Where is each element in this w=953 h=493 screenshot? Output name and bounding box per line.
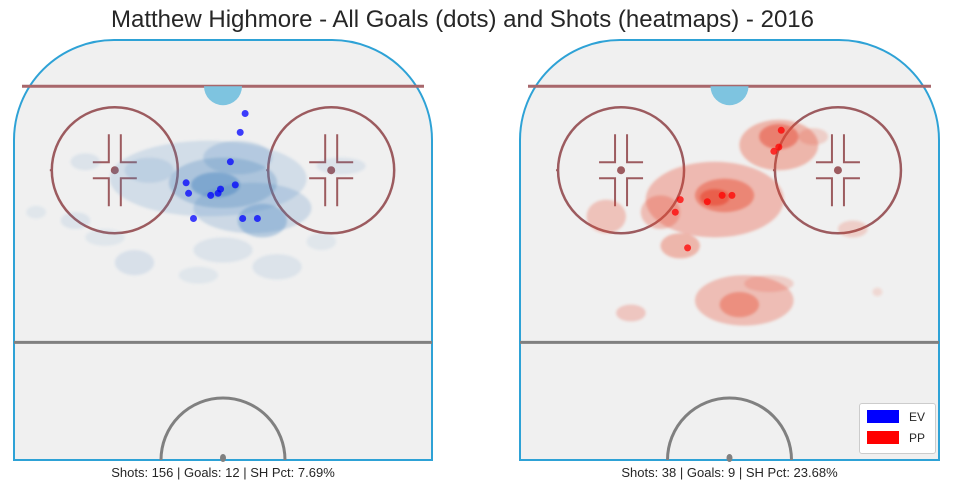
heatmap-contour xyxy=(719,292,760,318)
goal-dot xyxy=(775,143,783,151)
goal-dot xyxy=(239,215,247,222)
hash-mark xyxy=(842,177,860,207)
hash-mark xyxy=(626,177,644,207)
ev-caption: Shots: 156 | Goals: 12 | SH Pct: 7.69% xyxy=(111,465,335,480)
heatmap-contour xyxy=(237,203,287,238)
heatmap-contour xyxy=(252,254,302,280)
goal-crease xyxy=(204,86,242,106)
hash-mark xyxy=(92,177,110,207)
pp-caption: Shots: 38 | Goals: 9 | SH Pct: 23.68% xyxy=(621,465,838,480)
rink-pp-panel xyxy=(519,39,940,462)
heatmap-contour xyxy=(70,153,101,171)
goal-dot xyxy=(703,198,711,206)
heatmap-contour xyxy=(124,157,174,183)
rink-ev-panel xyxy=(13,39,433,462)
hash-mark xyxy=(599,134,617,164)
heatmap-contour xyxy=(114,250,155,276)
goal-dot xyxy=(718,191,726,199)
heatmap xyxy=(26,140,366,284)
heatmap-contour xyxy=(586,199,626,234)
heatmap-contour xyxy=(798,128,829,146)
rink-outline xyxy=(519,39,940,461)
goal-dot xyxy=(226,158,234,166)
goal-dot xyxy=(214,189,222,197)
legend: EV PP xyxy=(859,403,936,454)
goal-dot xyxy=(676,196,684,204)
heatmap-contour xyxy=(178,266,219,284)
hash-mark xyxy=(842,134,860,164)
legend-label-pp: PP xyxy=(909,431,926,445)
center-dot xyxy=(726,454,733,462)
heatmap-contour xyxy=(26,205,46,219)
heatmap xyxy=(586,119,883,326)
goal-dot xyxy=(684,244,692,252)
goal-dot xyxy=(770,147,778,155)
goal-dot xyxy=(231,181,239,189)
goal-dot xyxy=(671,208,679,216)
heatmap-contour xyxy=(203,140,273,175)
heatmap-contour xyxy=(316,157,366,175)
heatmap-contour xyxy=(837,220,868,238)
goal-crease xyxy=(710,86,749,106)
goal-dot xyxy=(185,189,193,197)
heatmap-contour xyxy=(640,195,681,229)
goal-dot xyxy=(241,110,249,117)
heatmap-contour xyxy=(616,304,646,322)
hash-mark xyxy=(815,177,833,207)
legend-label-ev: EV xyxy=(909,410,926,424)
center-circle xyxy=(666,396,793,461)
faceoff-dot xyxy=(617,166,626,175)
heatmap-contour xyxy=(306,233,337,251)
heatmap-contour xyxy=(759,124,799,150)
hash-mark xyxy=(626,134,644,164)
heatmap-contour xyxy=(60,212,91,230)
goal-dot xyxy=(189,215,197,222)
goal-dot xyxy=(207,191,215,199)
heatmap-contour xyxy=(872,287,883,297)
hash-mark xyxy=(599,177,617,207)
goal-dot xyxy=(777,126,785,134)
hash-mark xyxy=(336,177,354,207)
heatmap-contour xyxy=(660,233,700,259)
heatmap-contour xyxy=(744,275,794,292)
pp-swatch-icon xyxy=(867,431,899,444)
goal-dot xyxy=(182,179,190,187)
chart-title: Matthew Highmore - All Goals (dots) and … xyxy=(111,6,814,33)
goal-dot xyxy=(253,215,261,222)
ev-swatch-icon xyxy=(867,410,899,423)
center-dot xyxy=(220,454,226,462)
faceoff-dot xyxy=(833,166,842,175)
hash-mark xyxy=(309,177,327,207)
heatmap-contour xyxy=(85,229,125,246)
goal-dot xyxy=(236,128,244,136)
heatmap-contour xyxy=(193,237,253,263)
hash-mark xyxy=(815,134,833,164)
goal-dot xyxy=(728,191,736,199)
center-circle xyxy=(159,396,287,461)
